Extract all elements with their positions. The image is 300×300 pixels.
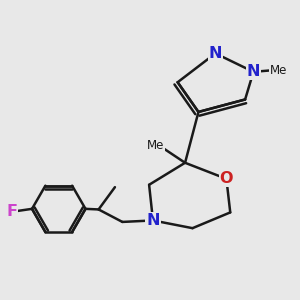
Text: F: F	[6, 204, 17, 219]
Text: N: N	[208, 46, 222, 61]
Text: N: N	[247, 64, 260, 79]
Text: Me: Me	[270, 64, 287, 77]
Text: N: N	[146, 213, 160, 228]
Text: Me: Me	[147, 139, 165, 152]
Text: O: O	[220, 171, 233, 186]
